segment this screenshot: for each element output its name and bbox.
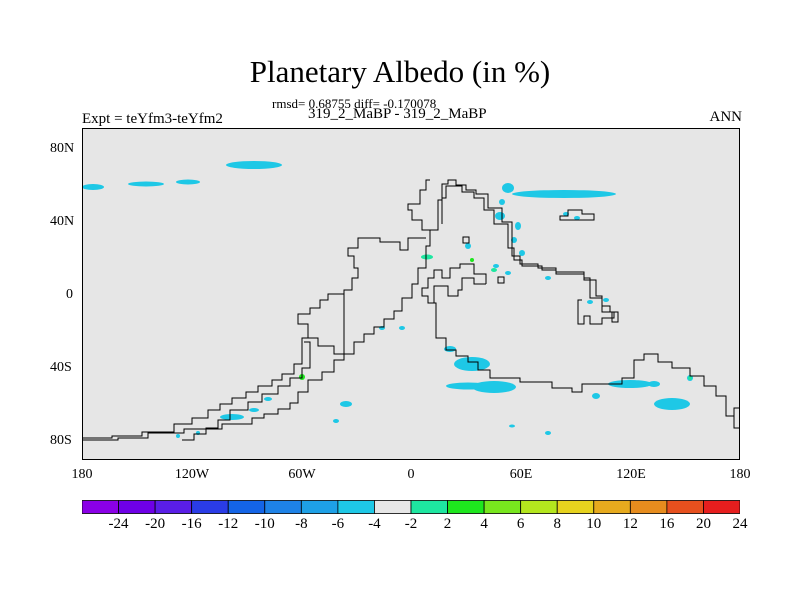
lat-label-80s: 80S bbox=[50, 433, 72, 448]
lon-label-0: 0 bbox=[407, 467, 415, 482]
albedo-difference-map bbox=[82, 128, 740, 460]
lon-label-120w: 120W bbox=[174, 467, 210, 482]
colorbar-label: -8 bbox=[295, 516, 308, 532]
map-background bbox=[82, 128, 740, 460]
colorbar-label: -24 bbox=[108, 516, 129, 532]
lat-label-0: 0 bbox=[66, 287, 73, 302]
colorbar-label: -2 bbox=[404, 516, 418, 532]
colorbar-swatch bbox=[264, 500, 302, 514]
colorbar-label: -4 bbox=[368, 516, 381, 532]
lat-label-40n: 40N bbox=[50, 214, 75, 229]
colorbar-label: -6 bbox=[331, 516, 345, 532]
colorbar-label: -10 bbox=[254, 516, 275, 532]
colorbar-label: -12 bbox=[218, 516, 239, 532]
colorbar-label: 20 bbox=[695, 516, 711, 532]
map-title: Planetary Albedo (in %) bbox=[249, 54, 551, 89]
lat-label-80n: 80N bbox=[50, 141, 75, 156]
colorbar-swatch bbox=[82, 500, 119, 514]
colorbar-label: -20 bbox=[145, 516, 166, 532]
colorbar-swatch bbox=[191, 500, 229, 514]
colorbar-swatch bbox=[154, 500, 193, 514]
lat-label-40s: 40S bbox=[50, 360, 72, 375]
lon-label-180w: 180 bbox=[71, 467, 93, 482]
colorbar-swatch bbox=[483, 500, 522, 514]
colorbar-swatch bbox=[447, 500, 485, 514]
colorbar-swatch bbox=[300, 500, 339, 514]
stats-line: rmsd= 0.68755 diff= -0.170078 bbox=[272, 96, 437, 111]
colorbar-label: 12 bbox=[622, 516, 638, 532]
colorbar-label: -16 bbox=[181, 516, 202, 532]
lon-label-60e: 60E bbox=[509, 467, 533, 482]
map-subtitle: 319_2_MaBP - 319_2_MaBP bbox=[308, 106, 487, 122]
colorbar-label: 2 bbox=[443, 516, 452, 532]
colorbar-swatch bbox=[337, 500, 375, 514]
colorbar-label: 6 bbox=[516, 516, 525, 532]
lon-label-120e: 120E bbox=[616, 467, 646, 482]
colorbar-swatch bbox=[703, 500, 740, 514]
map-frame bbox=[82, 128, 740, 460]
colorbar-label: 24 bbox=[732, 516, 748, 532]
colorbar-swatch bbox=[520, 500, 558, 514]
colorbar-label: 10 bbox=[586, 516, 602, 532]
season-label: ANN bbox=[709, 109, 743, 125]
colorbar-label: 16 bbox=[659, 516, 675, 532]
positive-anomaly-patches bbox=[421, 254, 692, 380]
colorbar-swatch bbox=[227, 500, 266, 514]
coastlines bbox=[82, 179, 740, 441]
colorbar-swatch bbox=[410, 500, 448, 514]
colorbar bbox=[82, 500, 740, 514]
lon-label-60w: 60W bbox=[288, 467, 316, 482]
colorbar-swatch bbox=[374, 500, 412, 514]
experiment-label: Expt = teYfm3-teYfm2 bbox=[82, 111, 223, 127]
colorbar-swatch bbox=[666, 500, 704, 514]
colorbar-label: 8 bbox=[553, 516, 561, 532]
colorbar-swatch bbox=[118, 500, 156, 514]
colorbar-label: 4 bbox=[480, 516, 488, 532]
colorbar-swatch bbox=[593, 500, 631, 514]
negative-anomaly-patches bbox=[82, 161, 693, 438]
lon-label-180e: 180 bbox=[729, 467, 751, 482]
colorbar-swatch bbox=[629, 500, 668, 514]
colorbar-swatch bbox=[556, 500, 595, 514]
